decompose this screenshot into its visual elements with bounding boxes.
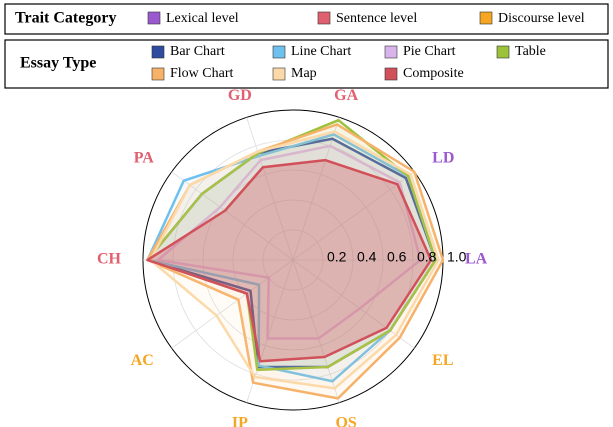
r-tick-label: 0.6 (387, 249, 407, 265)
legend-swatch (151, 67, 165, 81)
legend-label: Line Chart (291, 44, 351, 59)
legend-label: Map (291, 66, 317, 81)
legend-label: Composite (403, 66, 464, 81)
r-tick-label: 0.8 (417, 249, 437, 265)
legend-label: Pie Chart (403, 44, 456, 59)
radar-area (156, 144, 422, 340)
legend-swatch (151, 45, 165, 59)
r-tick-label: 0.2 (327, 249, 347, 265)
axis-label: LD (432, 150, 454, 167)
essay-legend-box (4, 39, 609, 89)
axis-label: AC (131, 352, 154, 369)
legend-swatch (272, 45, 286, 59)
legend-swatch (147, 11, 161, 25)
axis-label: IP (232, 414, 248, 427)
axis-label: LA (465, 251, 488, 268)
trait-legend-box (4, 3, 609, 35)
spoke (292, 171, 415, 261)
legend-label: Discourse level (498, 11, 585, 26)
legend-label: Bar Chart (170, 44, 225, 59)
legend-label: Lexical level (166, 11, 239, 26)
legend-label: Table (515, 44, 546, 59)
axis-label: OS (335, 414, 356, 427)
legend-swatch (317, 11, 331, 25)
axis-label: GA (334, 87, 358, 104)
legend-label: Flow Chart (170, 66, 234, 81)
r-tick-label: 1.0 (447, 249, 467, 265)
legend-label: Sentence level (336, 11, 417, 26)
radar-area (146, 158, 433, 363)
spoke (292, 259, 340, 403)
legend-swatch (384, 45, 398, 59)
essay-legend-title: Essay Type (20, 55, 96, 72)
spoke (246, 117, 294, 261)
spoke (171, 259, 294, 349)
legend-swatch (479, 11, 493, 25)
axis-label: PA (134, 150, 155, 167)
axis-label: CH (97, 251, 122, 268)
spoke (292, 117, 340, 261)
axis-label: GD (228, 87, 252, 104)
legend-swatch (272, 67, 286, 81)
legend-swatch (496, 45, 510, 59)
spoke (292, 259, 415, 349)
axis-label: EL (432, 352, 453, 369)
legend-swatch (384, 67, 398, 81)
trait-legend-title: Trait Category (15, 10, 116, 27)
spoke (246, 259, 294, 403)
spoke (171, 171, 294, 261)
r-tick-label: 0.4 (357, 249, 377, 265)
